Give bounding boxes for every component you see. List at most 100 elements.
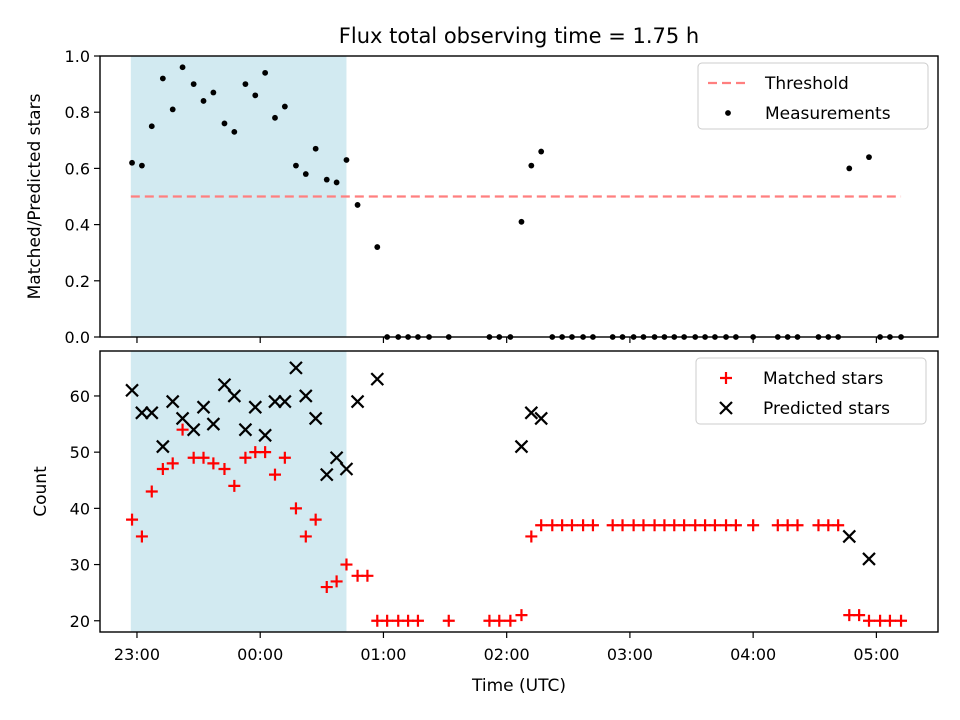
- panel-count: 20 30 40 50 60 23:00 00:00 01:00 02:00 03:00 04:00…: [31, 350, 939, 664]
- axes-frame: [99, 350, 939, 633]
- matched-stars-point: [678, 519, 691, 532]
- y-tick-label: 20: [70, 612, 90, 631]
- y-tick-label: 60: [70, 387, 90, 406]
- predicted-stars-point: [258, 428, 272, 443]
- predicted-stars-point: [534, 411, 548, 426]
- predicted-stars-point: [319, 467, 334, 482]
- matched-stars-point: [747, 519, 760, 532]
- measurements-point: [231, 128, 238, 135]
- matched-stars-point: [166, 457, 179, 470]
- legend-label: Measurements: [765, 104, 891, 124]
- matched-stars-point: [504, 614, 517, 627]
- predicted-stars-point: [238, 422, 253, 437]
- measurements-point: [312, 145, 319, 152]
- measurements-point: [252, 92, 259, 99]
- matched-stars-point: [207, 457, 220, 470]
- legend-x-swatch: [719, 401, 733, 415]
- y-tick-label: 40: [70, 499, 90, 518]
- measurements-point: [148, 123, 155, 130]
- legend-plus-swatch: [720, 372, 732, 384]
- legend-dot-swatch: [725, 110, 731, 116]
- measurements-point: [518, 218, 525, 225]
- matched-stars-point: [535, 519, 548, 532]
- matched-stars-point: [268, 468, 281, 481]
- measurements-point: [262, 69, 269, 76]
- legend-label: Matched stars: [763, 369, 883, 389]
- legend: Threshold Measurements: [697, 62, 929, 130]
- y-tick-label: 1.0: [65, 47, 90, 66]
- measurements-point: [169, 106, 176, 113]
- matched-stars-point: [637, 519, 650, 532]
- predicted-stars-point: [350, 394, 365, 409]
- observing-window-shade: [130, 351, 347, 632]
- matched-stars-point: [126, 513, 139, 526]
- x-tick-label: 04:00: [730, 645, 776, 664]
- y-axis-label: Matched/Predicted stars: [25, 93, 45, 299]
- y-axis-label: Count: [31, 466, 51, 517]
- measurements-point: [221, 120, 228, 127]
- matched-stars-point: [729, 519, 742, 532]
- measurements-point: [866, 154, 872, 161]
- panel-ratio: 0.0 0.2 0.4 0.6 0.8 1.0 Matched/Predicted star…: [25, 47, 939, 347]
- legend-label: Threshold: [764, 74, 849, 94]
- matched-stars-point: [515, 609, 528, 622]
- measurements-point: [129, 159, 135, 166]
- predicted-stars-point: [186, 422, 201, 437]
- measurements-point: [302, 171, 309, 177]
- measurements-point: [528, 162, 535, 169]
- matched-stars-point: [895, 614, 908, 627]
- predicted-stars-point: [206, 417, 221, 431]
- matched-stars-point: [228, 479, 241, 492]
- predicted-stars-point: [842, 529, 857, 544]
- matched-stars-point: [278, 451, 291, 464]
- predicted-stars-point: [196, 400, 211, 414]
- matched-stars-point: [586, 519, 599, 532]
- x-tick-label: 01:00: [360, 645, 406, 664]
- predicted-stars-point: [135, 406, 149, 420]
- predicted-stars-point: [217, 377, 232, 392]
- predicted-stars-point: [227, 389, 242, 403]
- matched-stars-point: [862, 614, 875, 627]
- measurements-point: [190, 81, 197, 87]
- legend-label: Predicted stars: [763, 399, 890, 419]
- matched-stars-point: [156, 463, 169, 476]
- matched-stars-point: [791, 519, 804, 532]
- predicted-stars-point: [175, 411, 190, 426]
- y-tick-label: 0.0: [65, 328, 90, 347]
- measurements-point: [354, 202, 361, 208]
- measurements-point: [139, 162, 145, 169]
- predicted-stars-point: [370, 372, 385, 386]
- measurements-point: [210, 89, 217, 96]
- matched-stars-point: [832, 519, 845, 532]
- x-tick-label: 05:00: [853, 645, 899, 664]
- matched-stars-point: [381, 614, 394, 627]
- measurements-point: [293, 162, 299, 169]
- chart-title: Flux total observing time = 1.75 h: [339, 24, 699, 48]
- matched-stars-point: [565, 519, 578, 532]
- y-tick-label: 30: [70, 556, 90, 575]
- matched-stars-point: [883, 614, 896, 627]
- measurements-point: [159, 75, 166, 82]
- predicted-stars-point: [156, 439, 170, 454]
- matched-stars-point: [289, 502, 302, 515]
- measurements-point: [200, 98, 207, 104]
- predicted-stars-point: [308, 411, 323, 426]
- predicted-stars-point: [125, 383, 139, 398]
- matched-stars-point: [197, 451, 210, 464]
- measurements-point: [343, 157, 350, 163]
- predicted-stars-point: [514, 439, 529, 454]
- matched-stars-point: [361, 569, 374, 582]
- measurements-point: [374, 244, 381, 250]
- legend-box: [697, 62, 929, 130]
- predicted-stars-point: [524, 406, 539, 420]
- measurements-point: [272, 114, 278, 121]
- matched-stars-point: [330, 575, 343, 588]
- y-tick-label: 0.4: [65, 216, 90, 235]
- predicted-stars-point: [268, 394, 282, 409]
- matched-stars-point: [525, 530, 538, 543]
- matched-stars-point: [616, 519, 629, 532]
- x-axis-label: Time (UTC): [471, 676, 566, 696]
- x-tick-label: 03:00: [607, 645, 653, 664]
- measurements-point: [242, 81, 249, 87]
